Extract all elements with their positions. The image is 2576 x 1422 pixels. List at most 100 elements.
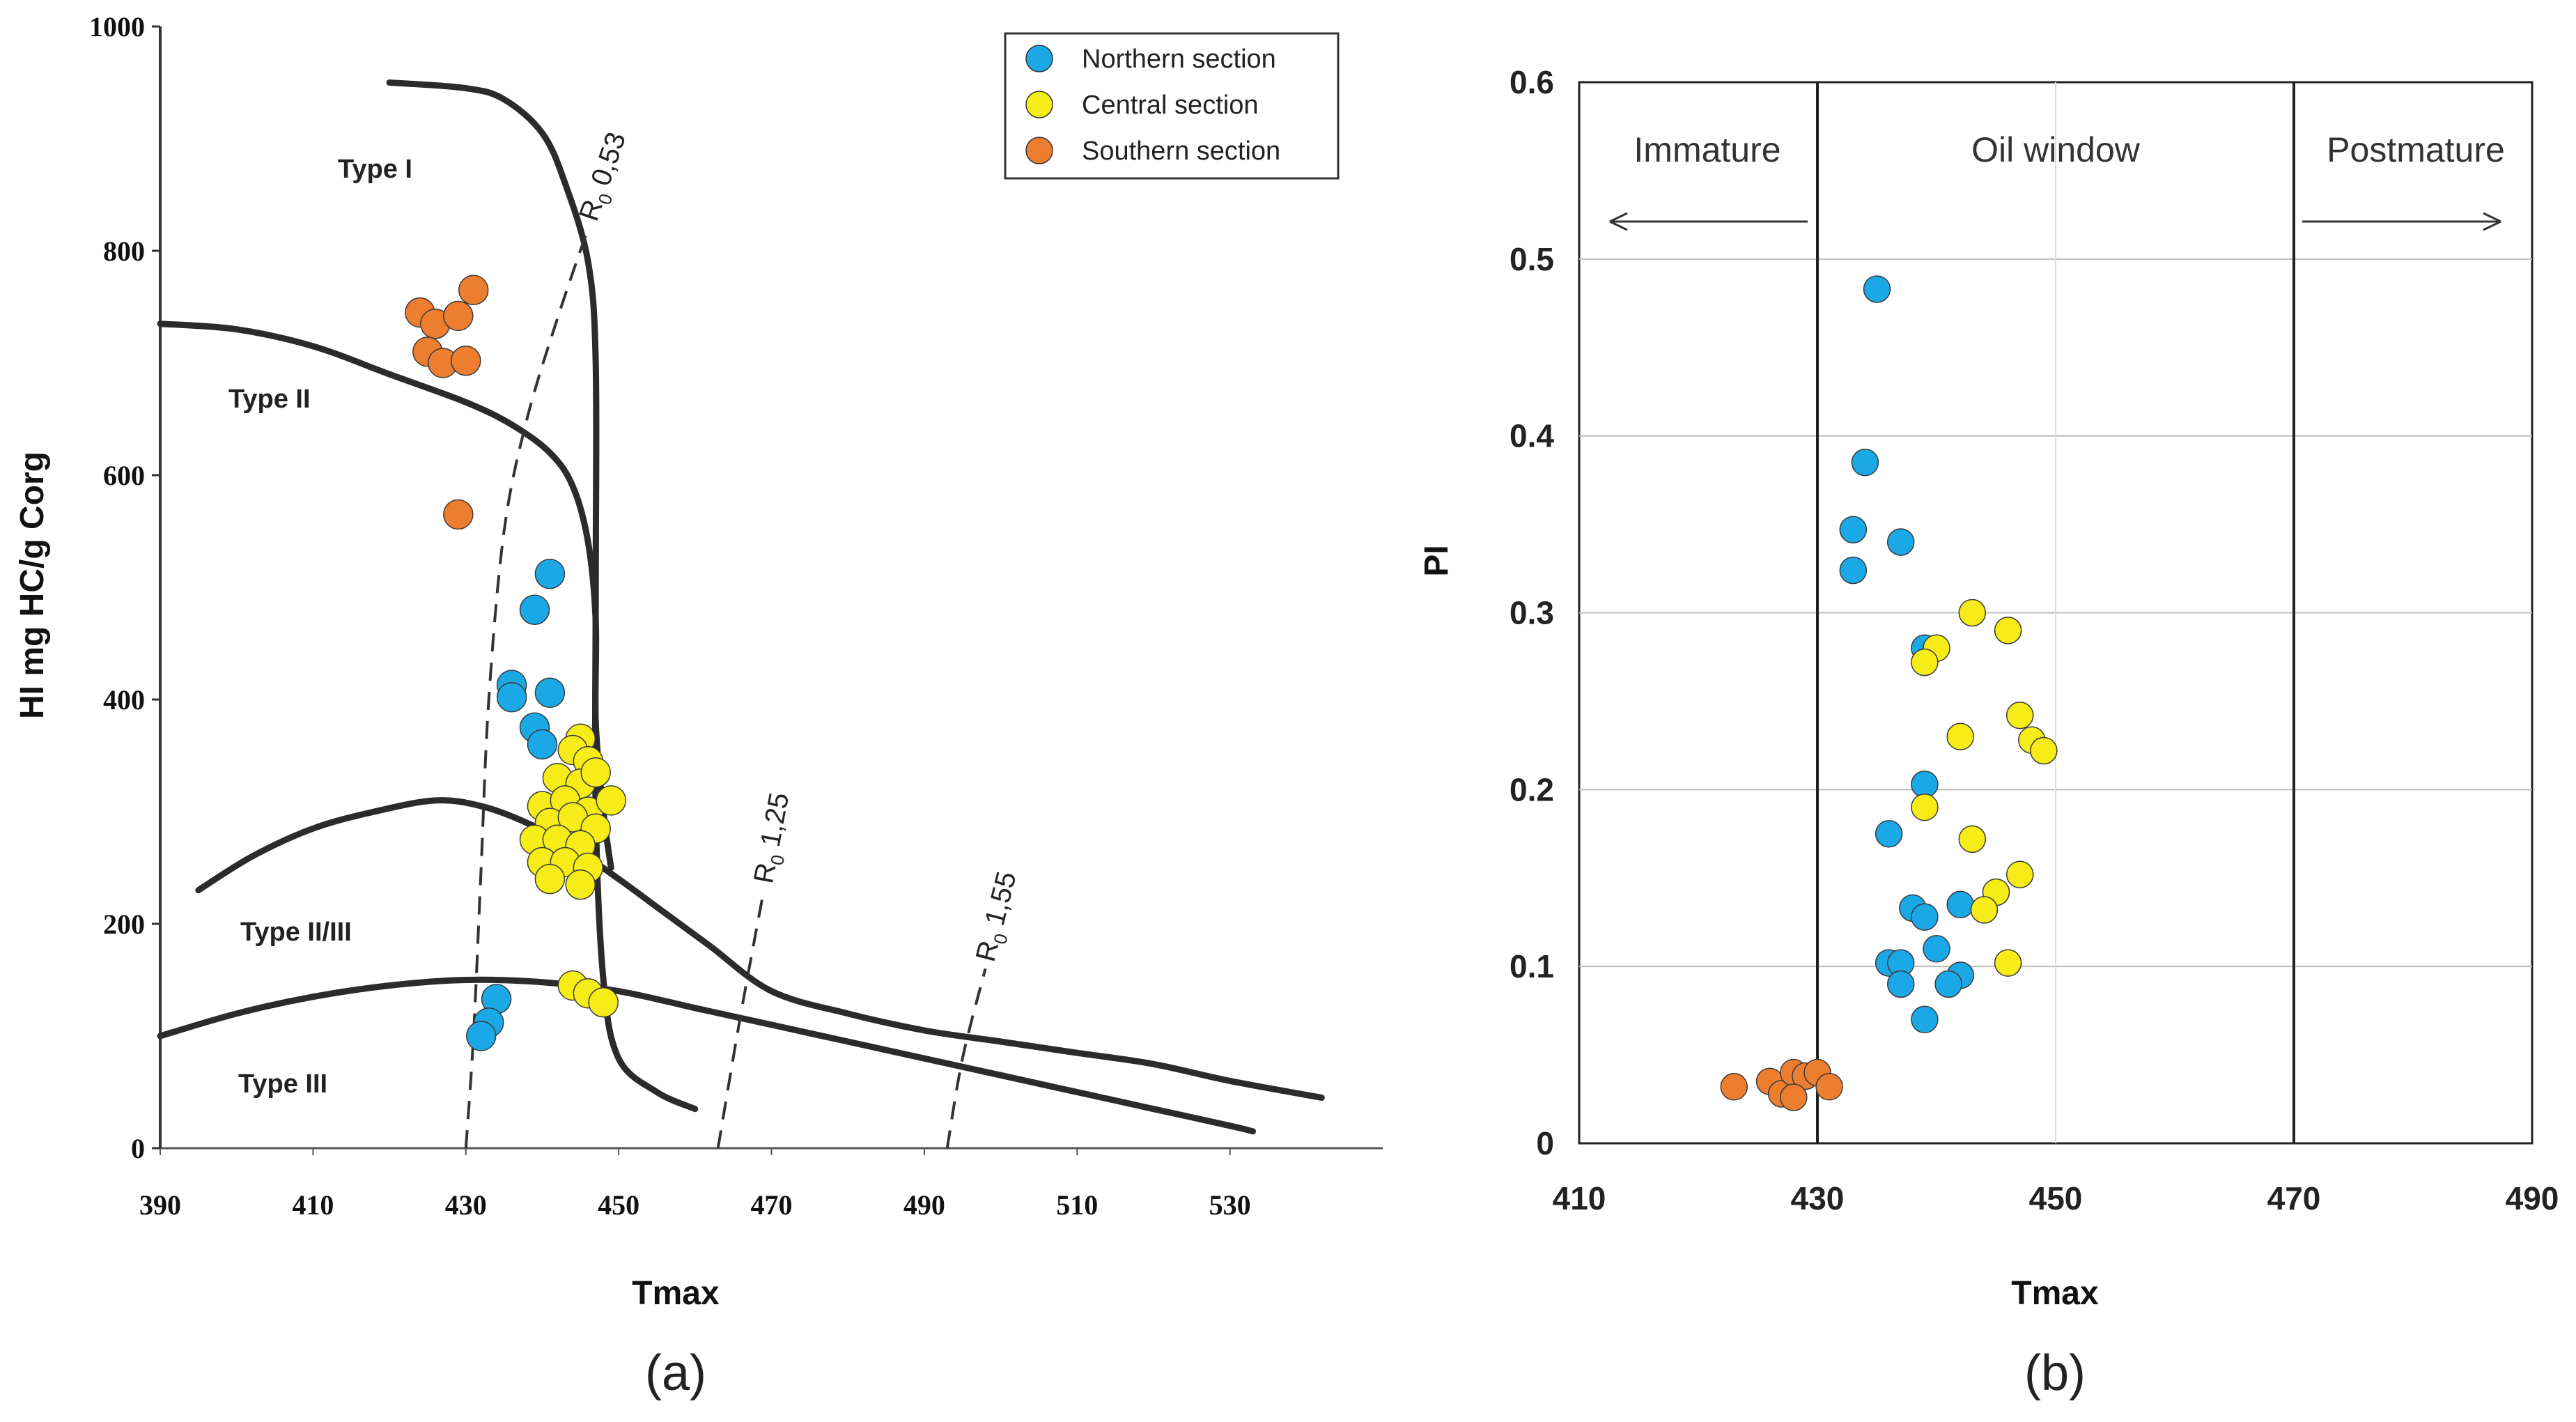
panel-b-y-tick-label: 0.4 [1510, 418, 1554, 454]
panel-a-y-tick-label: 800 [103, 235, 145, 267]
panel-b-x-label: Tmax [2011, 1275, 2099, 1312]
point-b-central-section [1970, 896, 1999, 924]
panel-a-x-tick-label: 450 [598, 1189, 639, 1221]
ro-isoline-label-text: R01,25 [748, 790, 800, 886]
region-label-type-i: Type I [338, 155, 412, 184]
kerogen-curve-type-i [386, 79, 699, 1113]
legend-marker-northern [1025, 45, 1053, 72]
ro-isoline-1-55 [945, 968, 987, 1149]
ro-value: 0,53 [585, 128, 632, 190]
panel-b-y-tick-label: 0.5 [1510, 241, 1554, 277]
ro-isoline-label-text: R01,55 [970, 869, 1027, 966]
point-b-central-section [1911, 793, 1939, 821]
panel-b-x-tick-label: 430 [1791, 1180, 1845, 1216]
panel-b-y-label: PI [1418, 545, 1455, 576]
point-b-central-section [1994, 617, 2022, 644]
point-b-central-section [1958, 598, 1987, 627]
point-b-northern-section [1863, 275, 1891, 303]
panel-a-x-tick-label: 390 [139, 1189, 181, 1221]
point-b-northern-section [1946, 890, 1974, 919]
point-a-southern-section [458, 275, 489, 306]
panel-a-y-label: HI mg HC/g Corg [14, 451, 51, 719]
point-b-northern-section [1911, 1005, 1939, 1034]
legend: Northern section Central section Souther… [1004, 32, 1340, 180]
point-b-northern-section [1839, 516, 1868, 543]
panel-a-y-tick-label: 0 [131, 1133, 145, 1164]
ro-isoline-label-text: R00,53 [573, 128, 637, 226]
ro-isoline-label: R01,25 [748, 790, 800, 886]
point-b-northern-section [1851, 448, 1879, 477]
point-b-southern-section [1815, 1073, 1843, 1101]
point-a-northern-section [465, 1021, 497, 1051]
ro-value: 1,55 [979, 869, 1023, 929]
panel-a-x-tick-label: 510 [1056, 1189, 1098, 1221]
panel-a-ticks: 390 410 430 450 470 490 510 530 0 200 400 600 800 100… [89, 11, 1251, 1221]
point-b-central-section [2005, 701, 2034, 729]
region-label-type-iii: Type III [238, 1069, 327, 1099]
ro-isoline-label: R01,55 [970, 869, 1027, 966]
point-a-central-section [565, 869, 596, 900]
point-b-southern-section [1780, 1083, 1808, 1111]
ro-isoline-0-53 [464, 228, 590, 1149]
point-b-central-section [2030, 736, 2058, 765]
legend-marker-southern [1025, 137, 1053, 164]
legend-label-southern: Southern section [1082, 137, 1280, 166]
panel-b-y-tick-label: 0.1 [1510, 948, 1554, 984]
panel-a-y-tick-label: 400 [103, 684, 145, 716]
panel-b-gridlines [1579, 82, 2532, 1143]
kerogen-curve-type-ii-iii [195, 797, 1325, 1101]
point-b-central-section [2005, 860, 2034, 888]
panel-b-label: (b) [2024, 1345, 2086, 1401]
panel-a-x-tick-label: 410 [292, 1189, 334, 1221]
legend-label-central: Central section [1082, 91, 1258, 120]
panel-a-data-points [405, 275, 626, 1051]
panel-a-y-tick-label: 600 [103, 460, 145, 491]
point-a-southern-section [451, 346, 481, 376]
legend-label-northern: Northern section [1082, 45, 1276, 74]
panel-b-x-tick-label: 470 [2267, 1180, 2321, 1216]
panel-b-ticks: 410 430 450 470 490 0 0.1 0.2 0.3 0.4 0.5 0.6 [1510, 64, 2559, 1216]
point-b-southern-section [1720, 1073, 1748, 1101]
panel-b-x-tick-label: 410 [1553, 1180, 1606, 1216]
point-a-northern-section [527, 729, 558, 760]
point-a-northern-section [534, 558, 566, 589]
ro-isoline-1-25 [716, 890, 766, 1149]
point-a-central-section [588, 987, 619, 1018]
point-a-northern-section [496, 682, 527, 713]
panel-b-x-tick-label: 450 [2029, 1180, 2083, 1216]
point-a-northern-section [534, 677, 566, 709]
kerogen-curve-type-iii [157, 976, 1256, 1135]
point-a-northern-section [519, 594, 550, 625]
panel-a-x-tick-label: 490 [903, 1189, 945, 1221]
panel-a-y-tick-label: 200 [103, 909, 145, 940]
panel-a-kerogen-curves [157, 79, 1325, 1135]
point-a-southern-section [443, 499, 474, 530]
point-b-northern-section [1911, 903, 1939, 931]
panel-a-x-tick-label: 470 [751, 1189, 793, 1221]
zone-label-immature: Immature [1634, 130, 1780, 169]
ro-value: 1,25 [755, 790, 795, 849]
ro-subscript: 0 [989, 932, 1012, 946]
panel-a-x-tick-label: 530 [1209, 1189, 1251, 1221]
point-b-northern-section [1886, 970, 1915, 998]
ro-isoline-label: R00,53 [573, 128, 637, 226]
point-b-central-section [1911, 648, 1939, 677]
point-b-northern-section [1875, 820, 1903, 848]
point-b-northern-section [1839, 556, 1868, 585]
panel-a-x-label: Tmax [632, 1275, 720, 1312]
point-b-central-section [1946, 722, 1974, 750]
panel-b-x-tick-label: 490 [2506, 1180, 2559, 1216]
point-b-central-section [1994, 949, 2022, 977]
panel-b-y-tick-label: 0.6 [1510, 64, 1554, 100]
panel-b: 410 430 450 470 490 0 0.1 0.2 0.3 0.4 0.5 0.6 Immat… [1418, 64, 2559, 1401]
point-a-central-section [580, 757, 611, 788]
zone-label-postmature: Postmature [2327, 130, 2505, 169]
point-b-central-section [1958, 825, 1987, 853]
point-a-southern-section [443, 300, 474, 332]
point-a-central-section [534, 863, 566, 895]
panel-a-label: (a) [645, 1345, 706, 1401]
point-a-central-section [596, 785, 626, 816]
region-label-type-ii: Type II [228, 385, 311, 414]
